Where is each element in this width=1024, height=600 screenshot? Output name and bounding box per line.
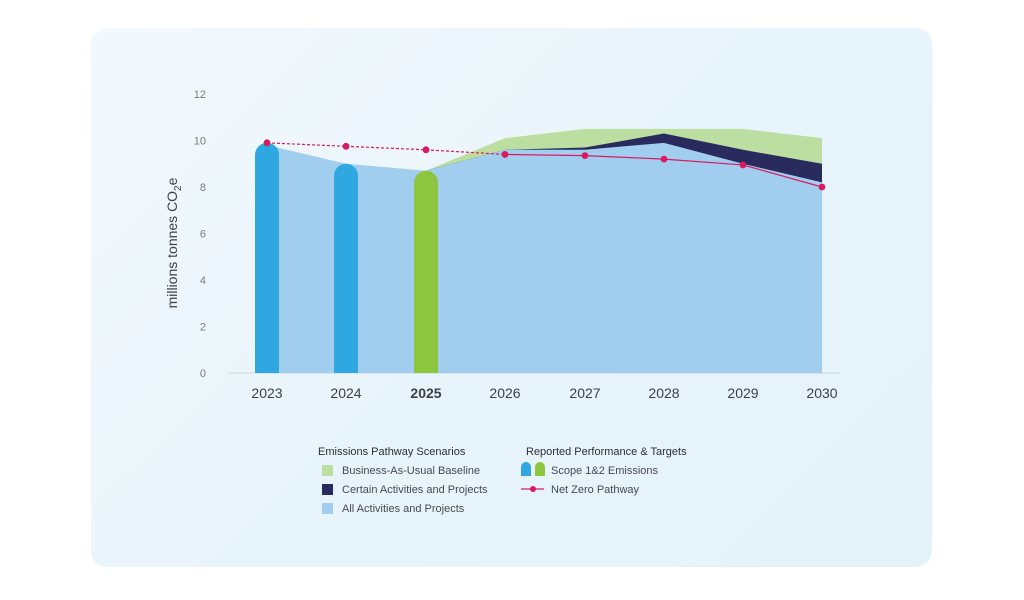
legend-group2-title: Reported Performance & Targets (526, 446, 687, 458)
net-zero-point (581, 152, 589, 160)
x-tick-label: 2028 (648, 385, 679, 401)
legend-group1-title: Emissions Pathway Scenarios (318, 446, 466, 458)
legend-item-label: Business-As-Usual Baseline (342, 465, 480, 477)
net-zero-point (422, 146, 430, 154)
net-zero-segment (425, 149, 506, 156)
y-tick-label: 10 (194, 136, 206, 148)
scope-emissions-bar (255, 142, 279, 373)
net-zero-segment (504, 153, 586, 157)
net-zero-segment (663, 158, 744, 166)
net-zero-point (660, 155, 668, 163)
y-tick-label: 6 (200, 229, 206, 241)
y-axis-label: millions tonnes CO2e (164, 177, 184, 308)
x-tick-label: 2029 (727, 385, 758, 401)
net-zero-point (342, 142, 350, 150)
legend-net-zero-point (530, 486, 536, 492)
net-zero-segment (742, 164, 823, 188)
legend-scope-swatch (521, 462, 531, 476)
x-tick-label: 2030 (806, 385, 837, 401)
net-zero-point (818, 183, 826, 191)
net-zero-segment (584, 155, 665, 160)
y-tick-label: 8 (200, 182, 206, 194)
net-zero-point (501, 151, 509, 158)
net-zero-point (739, 161, 747, 169)
net-zero-point (263, 139, 271, 147)
net-zero-segment (266, 142, 347, 147)
all-activities-area (267, 142, 822, 373)
x-tick-label: 2027 (569, 385, 600, 401)
x-tick-label: 2025 (410, 385, 441, 401)
legend-item-label: Certain Activities and Projects (342, 484, 488, 496)
x-tick-label: 2023 (251, 385, 282, 401)
legend-scope-swatch (535, 462, 545, 476)
legend-swatch (322, 465, 333, 476)
y-tick-label: 12 (194, 89, 206, 101)
legend-swatch (322, 484, 333, 495)
net-zero-segment (345, 145, 427, 151)
legend-swatch (322, 503, 333, 514)
y-tick-label: 2 (200, 322, 206, 334)
y-tick-label: 4 (200, 275, 206, 287)
scope-emissions-bar (414, 170, 438, 373)
scope-emissions-bar (334, 163, 358, 373)
x-tick-label: 2026 (489, 385, 520, 401)
legend-item-label: All Activities and Projects (342, 503, 465, 515)
y-tick-label: 0 (200, 368, 206, 380)
legend-item-label: Net Zero Pathway (551, 484, 640, 496)
legend-item-label: Scope 1&2 Emissions (551, 465, 658, 477)
x-tick-label: 2024 (330, 385, 361, 401)
